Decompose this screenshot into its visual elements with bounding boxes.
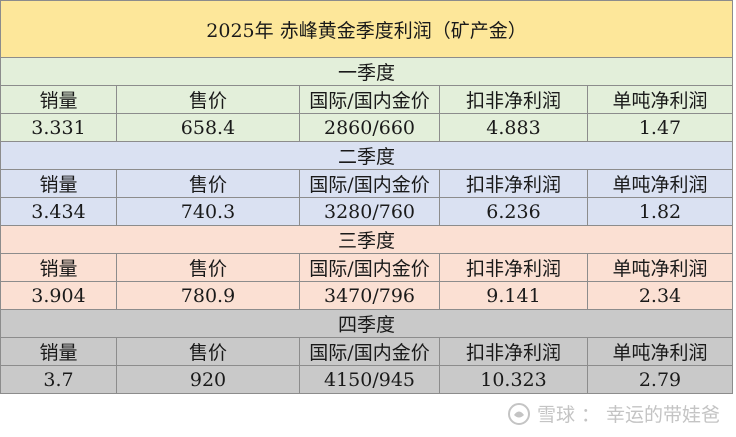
header-sales-volume: 销量 — [0, 169, 117, 198]
header-gold-price: 国际/国内金价 — [299, 169, 440, 198]
header-sales-volume: 销量 — [0, 253, 117, 282]
table-title: 2025年 赤峰黄金季度利润（矿产金） — [0, 0, 733, 58]
cell-gold-price: 2860/660 — [299, 113, 440, 142]
xueqiu-logo-icon — [507, 402, 531, 426]
header-row-q2: 销量 售价 国际/国内金价 扣非净利润 单吨净利润 — [0, 169, 733, 198]
header-net-profit: 扣非净利润 — [439, 337, 588, 366]
section-label-q3: 三季度 — [0, 225, 733, 254]
header-gold-price: 国际/国内金价 — [299, 337, 440, 366]
cell-profit-per-ton: 1.47 — [587, 113, 733, 142]
header-price: 售价 — [116, 169, 300, 198]
cell-sales-volume: 3.7 — [0, 365, 117, 394]
header-net-profit: 扣非净利润 — [439, 85, 588, 114]
section-row-q2: 二季度 — [0, 141, 733, 170]
header-profit-per-ton: 单吨净利润 — [587, 337, 733, 366]
table-row: 3.434 740.3 3280/760 6.236 1.82 — [0, 197, 733, 226]
header-row-q3: 销量 售价 国际/国内金价 扣非净利润 单吨净利润 — [0, 253, 733, 282]
header-sales-volume: 销量 — [0, 337, 117, 366]
section-row-q1: 一季度 — [0, 57, 733, 86]
cell-net-profit: 4.883 — [439, 113, 588, 142]
section-label-q4: 四季度 — [0, 309, 733, 338]
cell-price: 780.9 — [116, 281, 300, 310]
section-row-q3: 三季度 — [0, 225, 733, 254]
header-price: 售价 — [116, 253, 300, 282]
cell-net-profit: 6.236 — [439, 197, 588, 226]
header-row-q4: 销量 售价 国际/国内金价 扣非净利润 单吨净利润 — [0, 337, 733, 366]
cell-profit-per-ton: 1.82 — [587, 197, 733, 226]
cell-price: 658.4 — [116, 113, 300, 142]
section-label-q2: 二季度 — [0, 141, 733, 170]
header-net-profit: 扣非净利润 — [439, 169, 588, 198]
header-profit-per-ton: 单吨净利润 — [587, 253, 733, 282]
header-gold-price: 国际/国内金价 — [299, 85, 440, 114]
cell-profit-per-ton: 2.79 — [587, 365, 733, 394]
profit-table: 2025年 赤峰黄金季度利润（矿产金） 一季度 销量 售价 国际/国内金价 扣非… — [0, 0, 733, 394]
header-price: 售价 — [116, 337, 300, 366]
cell-price: 740.3 — [116, 197, 300, 226]
table-row: 3.7 920 4150/945 10.323 2.79 — [0, 365, 733, 394]
xueqiu-watermark: 雪球：幸运的带娃爸 — [507, 400, 720, 427]
table-row: 3.331 658.4 2860/660 4.883 1.47 — [0, 113, 733, 142]
cell-net-profit: 9.141 — [439, 281, 588, 310]
watermark-brand: 雪球 — [536, 404, 575, 426]
cell-sales-volume: 3.434 — [0, 197, 117, 226]
header-gold-price: 国际/国内金价 — [299, 253, 440, 282]
section-row-q4: 四季度 — [0, 309, 733, 338]
section-label-q1: 一季度 — [0, 57, 733, 86]
header-profit-per-ton: 单吨净利润 — [587, 85, 733, 114]
header-profit-per-ton: 单吨净利润 — [587, 169, 733, 198]
table-row: 3.904 780.9 3470/796 9.141 2.34 — [0, 281, 733, 310]
watermark-author: 幸运的带娃爸 — [605, 404, 720, 426]
header-row-q1: 销量 售价 国际/国内金价 扣非净利润 单吨净利润 — [0, 85, 733, 114]
cell-profit-per-ton: 2.34 — [587, 281, 733, 310]
cell-gold-price: 4150/945 — [299, 365, 440, 394]
cell-gold-price: 3280/760 — [299, 197, 440, 226]
watermark-separator: ： — [580, 404, 600, 426]
cell-gold-price: 3470/796 — [299, 281, 440, 310]
header-net-profit: 扣非净利润 — [439, 253, 588, 282]
cell-sales-volume: 3.904 — [0, 281, 117, 310]
title-row: 2025年 赤峰黄金季度利润（矿产金） — [0, 0, 733, 58]
header-price: 售价 — [116, 85, 300, 114]
cell-sales-volume: 3.331 — [0, 113, 117, 142]
cell-net-profit: 10.323 — [439, 365, 588, 394]
cell-price: 920 — [116, 365, 300, 394]
header-sales-volume: 销量 — [0, 85, 117, 114]
